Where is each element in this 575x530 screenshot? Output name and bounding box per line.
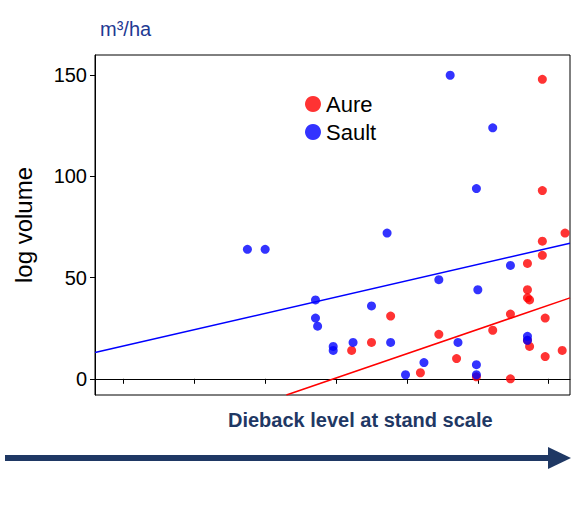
svg-text:100: 100: [54, 165, 87, 187]
svg-text:0: 0: [76, 368, 87, 390]
svg-text:log volume: log volume: [10, 167, 37, 283]
svg-text:50: 50: [65, 267, 87, 289]
svg-text:Aure: Aure: [326, 92, 372, 117]
svg-text:Dieback level at stand scale: Dieback level at stand scale: [228, 409, 493, 431]
svg-text:150: 150: [54, 64, 87, 86]
svg-text:Sault: Sault: [326, 120, 376, 145]
svg-text:m³/ha: m³/ha: [100, 18, 152, 40]
